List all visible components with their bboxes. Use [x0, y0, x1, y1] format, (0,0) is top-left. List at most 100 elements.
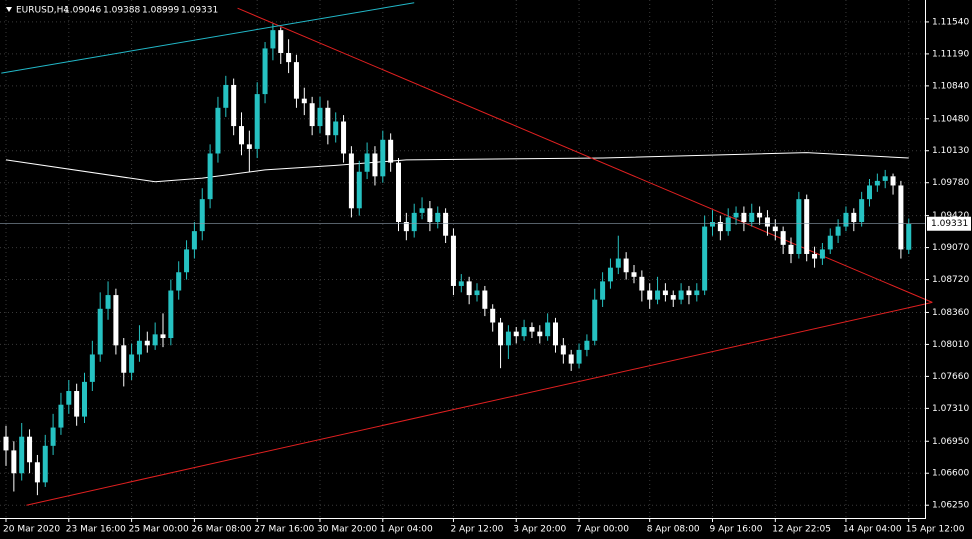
candle-body	[97, 308, 103, 355]
x-tick-label: 12 Apr 22:05	[772, 525, 831, 535]
candle-body	[450, 235, 456, 286]
candle-body	[466, 281, 472, 296]
candle-body	[772, 226, 778, 232]
header-open: 1.09046	[64, 6, 101, 16]
candle-body	[545, 322, 551, 337]
candle-body	[42, 445, 48, 483]
candle-body	[859, 199, 865, 222]
x-tick-label: 20 Mar 2020	[3, 525, 60, 535]
candle-body	[372, 153, 378, 177]
candle-body	[474, 290, 480, 296]
candle-body	[560, 345, 566, 355]
candle-body	[639, 276, 645, 291]
x-tick-label: 8 Apr 08:00	[647, 525, 700, 535]
candle-body	[136, 340, 142, 355]
candle-body	[607, 267, 613, 282]
candle-body	[482, 290, 488, 309]
candle-body	[867, 185, 872, 200]
candle-body	[11, 450, 17, 474]
candle-body	[293, 62, 299, 99]
candle-body	[553, 322, 558, 346]
y-tick-label: 1.06600	[932, 469, 969, 479]
candle-body	[286, 52, 292, 63]
candle-body	[427, 208, 433, 222]
candle-body	[576, 349, 582, 364]
y-tick-label: 1.09780	[932, 178, 969, 188]
y-tick-label: 1.10130	[932, 146, 969, 156]
candle-body	[199, 199, 205, 232]
candle-body	[662, 290, 668, 296]
candle-body	[333, 121, 339, 136]
candle-body	[215, 107, 221, 154]
x-tick-label: 2 Apr 12:00	[450, 525, 503, 535]
candle-body	[113, 295, 119, 346]
candle-body	[396, 162, 401, 222]
y-tick-label: 1.06950	[932, 437, 969, 447]
candle-body	[890, 176, 896, 186]
y-tick-label: 1.10840	[932, 81, 969, 91]
candle-body	[843, 212, 849, 227]
candle-body	[58, 404, 64, 428]
x-tick-label: 1 Apr 04:00	[380, 525, 433, 535]
candle-body	[490, 308, 496, 323]
y-tick-label: 1.08360	[932, 308, 969, 318]
candle-body	[231, 84, 237, 127]
candle-body	[537, 331, 543, 337]
x-tick-label: 15 Apr 12:00	[906, 525, 965, 535]
candle-body	[411, 212, 417, 232]
candle-body	[168, 290, 174, 339]
candle-body	[27, 436, 33, 463]
candle-body	[796, 199, 802, 254]
y-tick-label: 1.08720	[932, 275, 969, 285]
candle-body	[317, 107, 323, 127]
symbol-title: EURUSD,H4	[16, 6, 69, 16]
candle-body	[819, 249, 825, 259]
candle-body	[906, 223, 912, 250]
candle-body	[443, 212, 449, 236]
candle-body	[278, 30, 284, 53]
candle-body	[121, 345, 127, 373]
candle-body	[105, 295, 111, 309]
candle-body	[600, 281, 606, 300]
candle-body	[804, 199, 810, 254]
candle-body	[419, 208, 425, 213]
header-high: 1.09388	[103, 6, 140, 16]
header-low: 1.08999	[142, 6, 179, 16]
candle-body	[717, 222, 723, 232]
candle-body	[827, 235, 833, 250]
candle-body	[788, 244, 794, 254]
candle-body	[498, 322, 504, 346]
menu-triangle[interactable]	[6, 7, 12, 12]
candle-body	[270, 30, 276, 49]
candle-body	[152, 334, 158, 346]
candle-body	[780, 231, 786, 245]
candle-body	[254, 94, 260, 149]
candle-body	[615, 258, 621, 268]
candle-body	[144, 340, 150, 346]
candle-body	[655, 290, 661, 300]
candle-body	[702, 226, 708, 291]
candle-body	[246, 144, 252, 149]
candle-body	[341, 121, 347, 154]
x-tick-label: 7 Apr 00:00	[576, 525, 629, 535]
candle-body	[364, 153, 370, 172]
current-price-label: 1.09331	[931, 219, 968, 229]
candle-body	[458, 281, 464, 286]
candle-body	[757, 212, 763, 218]
y-tick-label: 1.08010	[932, 340, 969, 350]
x-tick-label: 14 Apr 04:00	[843, 525, 902, 535]
candle-body	[129, 354, 135, 373]
candle-body	[3, 436, 9, 451]
candle-body	[710, 222, 715, 227]
y-tick-label: 1.07660	[932, 372, 969, 382]
candle-body	[380, 139, 386, 177]
x-tick-label: 23 Mar 16:00	[66, 525, 126, 535]
candle-body	[529, 327, 535, 332]
candle-body	[356, 171, 362, 209]
candle-body	[568, 354, 574, 364]
y-tick-label: 1.10480	[932, 114, 969, 124]
plot-area	[0, 0, 933, 518]
candle-body	[874, 180, 880, 186]
x-tick-label: 27 Mar 16:00	[254, 525, 314, 535]
trendline	[1, 2, 415, 74]
